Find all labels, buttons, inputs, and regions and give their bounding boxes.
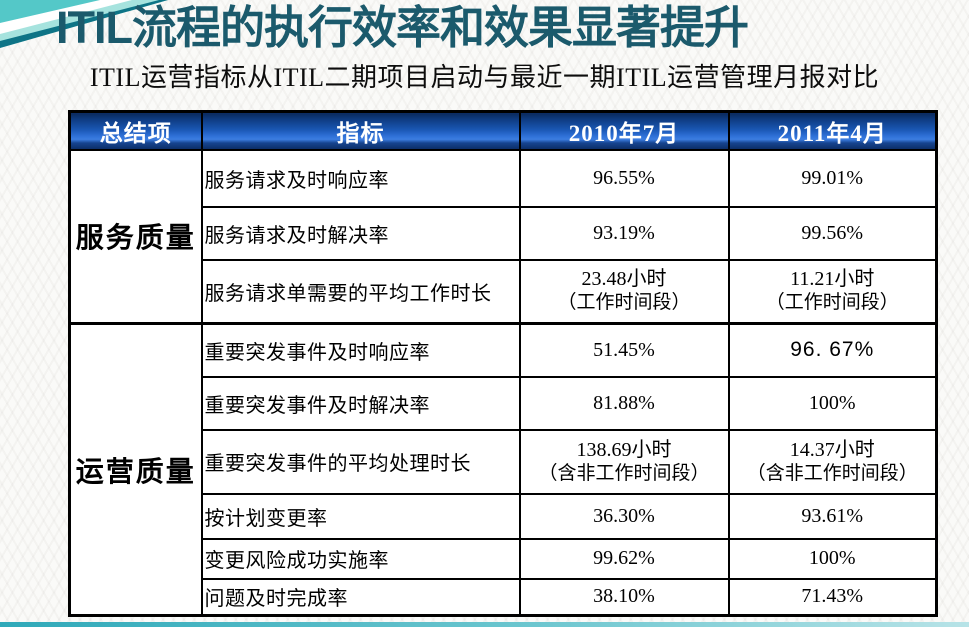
indicator-cell: 重要突发事件及时响应率 [200,322,521,378]
indicator-cell: 重要突发事件及时解决率 [200,375,521,431]
table-row: 按计划变更率 36.30% 93.61% [70,492,938,540]
bottom-accent-bar [0,622,969,627]
value-2011-cell: 71.43% [727,577,938,617]
table-row: 重要突发事件及时解决率 81.88% 100% [70,375,938,431]
value-2011-cell: 96. 67% [727,322,938,378]
header-2010-07: 2010年7月 [518,110,730,151]
indicator-cell: 变更风险成功实施率 [200,537,521,580]
value-2011-cell: 100% [727,375,938,431]
value-2010-cell: 51.45% [518,322,730,378]
value-note: （工作时间段） [557,292,691,314]
indicator-cell: 重要突发事件的平均处理时长 [200,428,521,495]
value-2011-cell: 11.21小时 （工作时间段） [727,258,938,325]
page-title: ITIL流程的执行效率和效果显著提升 [56,2,749,53]
indicator-cell: 按计划变更率 [200,492,521,540]
table-row: 服务质量 服务请求及时响应率 96.55% 99.01% [68,148,938,325]
group-cell-service-quality: 服务质量 [68,148,203,325]
value-2010-cell: 96.55% [518,148,730,208]
group-cell-operation-quality: 运营质量 [68,322,203,617]
value-2010-cell: 38.10% [518,577,730,617]
value-note: （含非工作时间段） [538,462,710,484]
indicator-cell: 服务请求及时响应率 [200,148,521,208]
value-text: 14.37小时 [789,438,875,461]
value-2011-cell: 99.56% [727,205,938,261]
value-2010-cell: 99.62% [518,537,730,580]
indicator-cell: 服务请求单需要的平均工作时长 [200,258,521,325]
value-2011-cell: 93.61% [727,492,938,540]
value-2010-cell: 93.19% [518,205,730,261]
table-row: 服务请求及时解决率 93.19% 99.56% [70,205,938,261]
value-text: 23.48小时 [581,268,667,291]
value-text: 138.69小时 [576,438,672,461]
header-indicator: 指标 [200,110,521,151]
value-2010-cell: 81.88% [518,375,730,431]
value-text: 11.21小时 [790,268,875,291]
value-note: （工作时间段） [765,292,899,314]
value-2011-cell: 14.37小时 （含非工作时间段） [727,428,938,495]
indicator-cell: 服务请求及时解决率 [200,205,521,261]
corner-swoosh-decoration [0,0,168,48]
page-subtitle: ITIL运营指标从ITIL二期项目启动与最近一期ITIL运营管理月报对比 [89,63,880,92]
value-2011-cell: 99.01% [727,148,938,208]
table-row: 变更风险成功实施率 99.62% 100% [70,537,938,580]
header-2011-04: 2011年4月 [727,110,938,151]
table-row: 运营质量 重要突发事件及时响应率 51.45% 96. 67% [68,322,938,617]
value-2011-cell: 100% [727,537,938,580]
itil-metrics-table: 总结项 指标 2010年7月 2011年4月 服务质量 服务请求及时响应率 96… [68,110,938,617]
value-2010-cell: 23.48小时 （工作时间段） [518,258,730,325]
value-2010-cell: 36.30% [518,492,730,540]
indicator-cell: 问题及时完成率 [200,577,521,617]
table-row: 重要突发事件的平均处理时长 138.69小时 （含非工作时间段） 14.37小时… [70,428,938,495]
header-summary-item: 总结项 [68,110,203,151]
table-header-row: 总结项 指标 2010年7月 2011年4月 [68,110,938,151]
value-note: （含非工作时间段） [746,462,918,484]
table-row: 问题及时完成率 38.10% 71.43% [70,577,938,617]
table-row: 服务请求单需要的平均工作时长 23.48小时 （工作时间段） 11.21小时 （… [70,258,938,325]
value-2010-cell: 138.69小时 （含非工作时间段） [518,428,730,495]
